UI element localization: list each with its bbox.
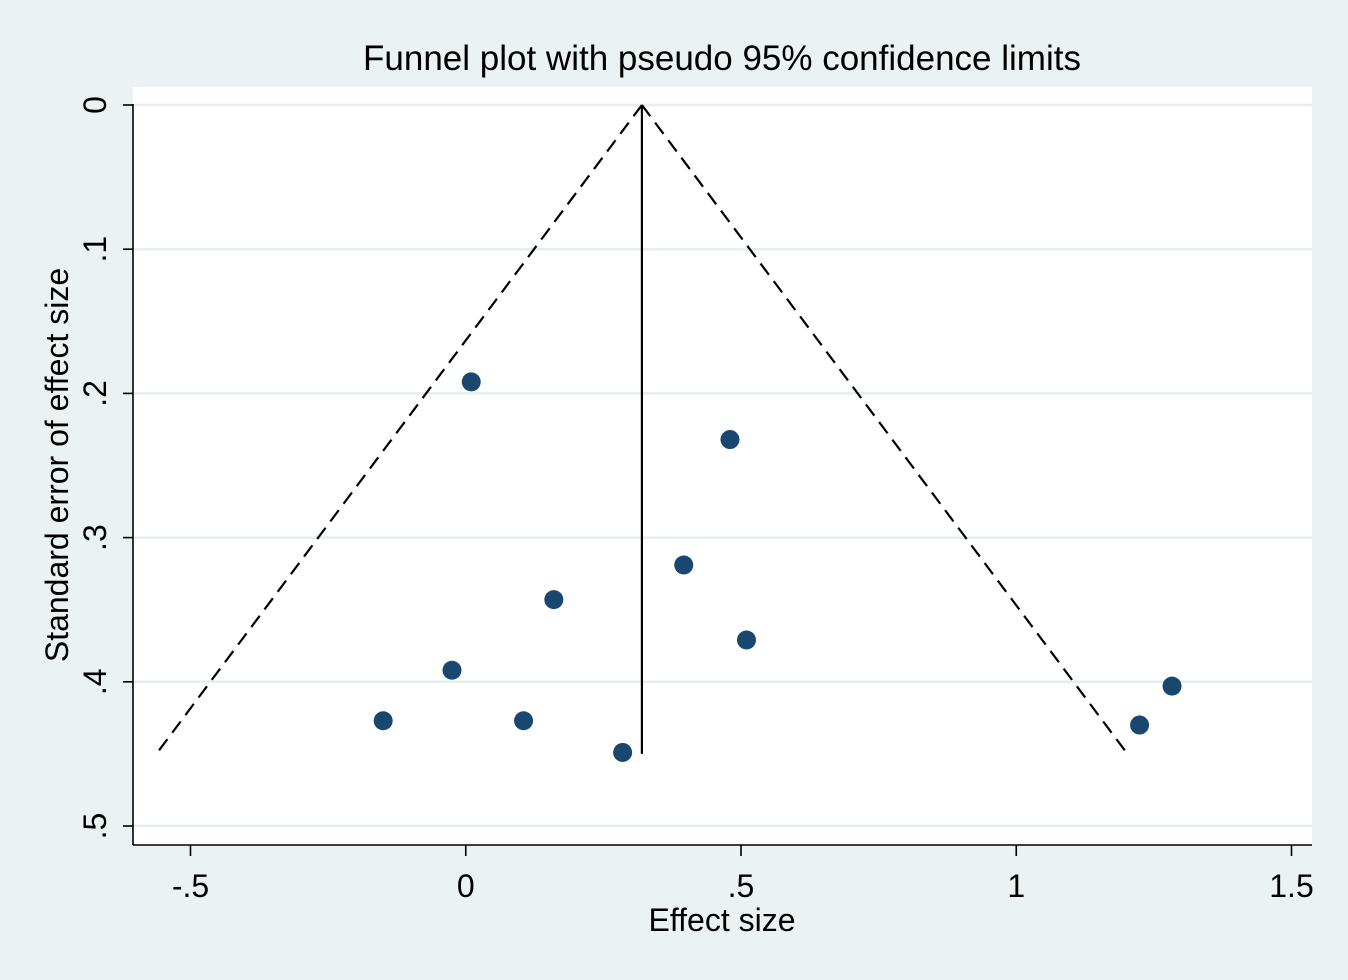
data-point-7 — [373, 711, 393, 731]
data-point-6 — [442, 660, 462, 680]
data-point-10 — [1162, 676, 1182, 696]
x-tick-label-2: .5 — [728, 868, 755, 904]
data-point-3 — [674, 555, 694, 575]
data-point-5 — [737, 630, 757, 650]
y-axis-label: Standard error of effect size — [39, 268, 75, 662]
chart-title: Funnel plot with pseudo 95% confidence l… — [363, 39, 1081, 78]
x-tick-label-0: -.5 — [172, 868, 209, 904]
x-tick-label-3: 1 — [1007, 868, 1025, 904]
y-tick-label-5: .5 — [77, 813, 113, 840]
data-point-2 — [720, 430, 740, 450]
axes: 0 .1 .2 .3 .4 .5 -.5 0 .5 1 1.5 — [77, 96, 1314, 904]
x-tick-label-4: 1.5 — [1269, 868, 1313, 904]
x-axis-label: Effect size — [648, 902, 795, 938]
y-tick-label-1: .1 — [77, 236, 113, 263]
data-point-9 — [613, 742, 633, 762]
y-tick-label-4: .4 — [77, 668, 113, 695]
y-tick-label-3: .3 — [77, 524, 113, 551]
data-points — [373, 372, 1182, 762]
funnel-lines — [155, 104, 1129, 755]
grid-lines — [133, 103, 1312, 828]
lower-confidence-limit — [155, 104, 643, 755]
upper-confidence-limit — [641, 104, 1129, 755]
data-point-1 — [461, 372, 481, 392]
data-point-8 — [514, 711, 534, 731]
data-point-11 — [1130, 715, 1150, 735]
x-tick-label-1: 0 — [457, 868, 475, 904]
y-tick-label-0: 0 — [77, 96, 113, 114]
data-point-4 — [544, 590, 564, 610]
y-tick-label-2: .2 — [77, 380, 113, 407]
